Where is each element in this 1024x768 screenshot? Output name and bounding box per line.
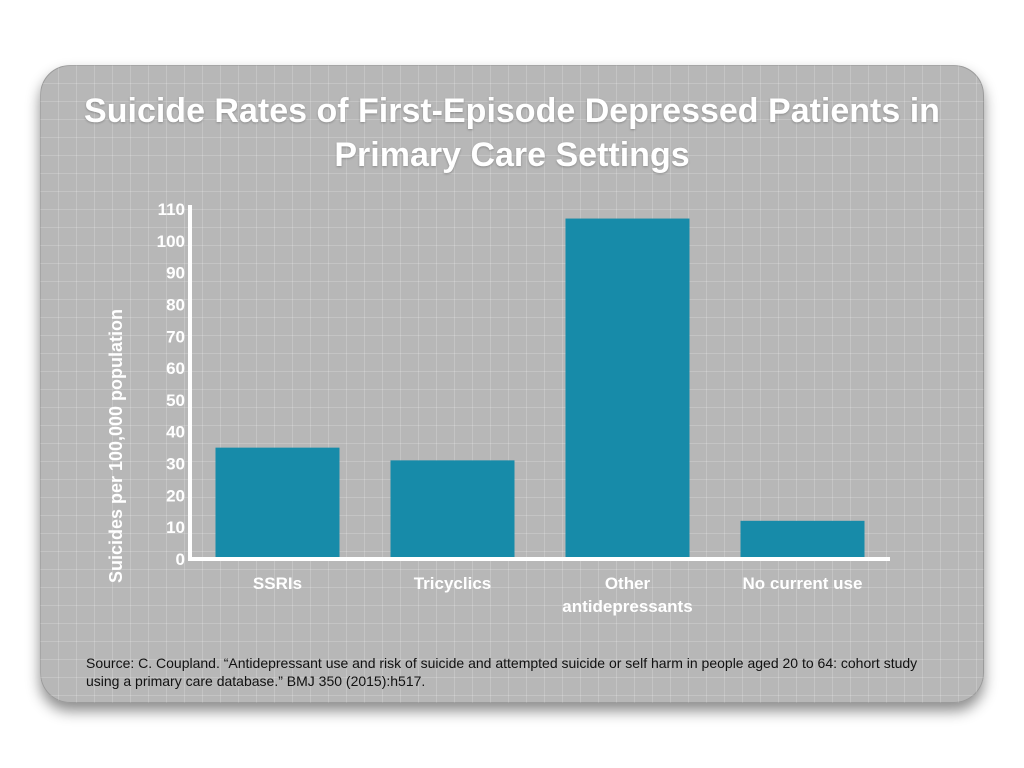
y-tick-label: 60 — [166, 359, 185, 378]
y-tick-label: 80 — [166, 295, 185, 314]
y-tick-label: 10 — [166, 518, 185, 537]
chart-card: Suicide Rates of First-Episode Depressed… — [40, 65, 984, 703]
bar-no-current-use — [740, 520, 865, 559]
bar-tricyclics — [390, 460, 515, 559]
source-citation: Source: C. Coupland. “Antidepressant use… — [86, 655, 918, 689]
y-tick-label: 30 — [166, 455, 185, 474]
x-tick-label: Other antidepressants — [562, 574, 692, 616]
bar-chart: 0 10 20 30 40 50 60 70 80 90 100 110 SSRIs Tricyclics… — [157, 200, 890, 616]
y-tick-label: 40 — [166, 423, 185, 442]
y-tick-label: 20 — [166, 486, 185, 505]
y-tick-label: 70 — [166, 327, 185, 346]
y-tick-label: 0 — [176, 550, 185, 569]
x-tick-label: Tricyclics — [414, 574, 492, 593]
x-tick-label: No current use — [743, 574, 863, 593]
y-tick-label: 100 — [157, 232, 185, 251]
bar-other-antidepressants — [565, 218, 690, 559]
x-tick-label: SSRIs — [253, 574, 302, 593]
chart-title: Suicide Rates of First-Episode Depressed… — [84, 92, 940, 174]
y-tick-label: 50 — [166, 391, 185, 410]
y-tick-label: 90 — [166, 264, 185, 283]
bar-ssris — [215, 447, 340, 559]
y-tick-label: 110 — [158, 200, 185, 219]
